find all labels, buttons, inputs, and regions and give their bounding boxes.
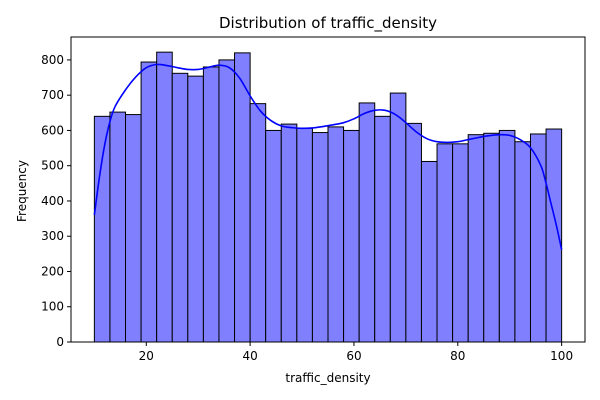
plot-frame <box>70 36 586 343</box>
histogram-bar-1 <box>93 115 111 343</box>
histogram-bar-23 <box>436 143 454 343</box>
histogram-bar-27 <box>498 129 516 343</box>
histogram-bar-2 <box>109 111 127 343</box>
histogram-bar-11 <box>249 103 267 343</box>
histogram-bar-21 <box>405 122 422 343</box>
y-tick-label: 300 <box>41 229 64 243</box>
ticks-layer: 20 40 60 80 100 0 100 200 300 400 500 600 700 800 <box>41 53 573 363</box>
x-tick-label: 100 <box>550 349 573 363</box>
histogram-bar-26 <box>483 132 500 343</box>
histogram-bar-28 <box>514 141 531 343</box>
histogram-bar-12 <box>265 129 282 343</box>
x-tick-label: 80 <box>450 349 465 363</box>
y-tick-label: 400 <box>41 194 64 208</box>
histogram-bar-24 <box>452 143 469 343</box>
histogram-bar-16 <box>327 126 345 343</box>
histogram-bar-14 <box>296 127 313 343</box>
y-tick-label: 600 <box>41 123 64 137</box>
x-tick-label: 60 <box>346 349 361 363</box>
histogram-bar-6 <box>171 72 189 343</box>
y-tick-label: 700 <box>41 88 64 102</box>
x-axis-label: traffic_density <box>285 371 370 385</box>
y-tick-label: 100 <box>41 300 64 314</box>
histogram-bar-8 <box>202 66 220 343</box>
x-tick-label: 20 <box>139 349 154 363</box>
histogram-bar-25 <box>467 134 485 343</box>
histogram-bar-29 <box>529 133 547 343</box>
histogram-bar-4 <box>140 61 158 343</box>
histogram-bar-3 <box>125 114 142 343</box>
histogram-bar-18 <box>358 102 376 343</box>
histogram-bar-15 <box>311 132 329 343</box>
histogram-bar-7 <box>187 75 204 343</box>
axes-layer <box>70 36 586 343</box>
chart-title: Distribution of traffic_density <box>219 14 437 33</box>
histogram-bar-20 <box>389 92 407 343</box>
y-tick-label: 500 <box>41 159 64 173</box>
histogram-bar-13 <box>280 123 298 343</box>
histogram-bar-22 <box>420 160 438 343</box>
histogram-bar-5 <box>156 51 173 343</box>
y-axis-label: Frequency <box>15 160 29 222</box>
y-tick-label: 200 <box>41 264 64 278</box>
histogram-bar-19 <box>374 115 391 343</box>
y-tick-label: 0 <box>56 335 64 349</box>
histogram-bar-10 <box>234 52 251 343</box>
x-tick-label: 40 <box>242 349 257 363</box>
bars-layer <box>93 51 563 343</box>
histogram-bar-9 <box>218 59 236 343</box>
kde-layer <box>93 63 563 250</box>
histogram-bar-17 <box>343 129 360 343</box>
kde-line <box>93 63 563 250</box>
y-tick-label: 800 <box>41 53 64 67</box>
